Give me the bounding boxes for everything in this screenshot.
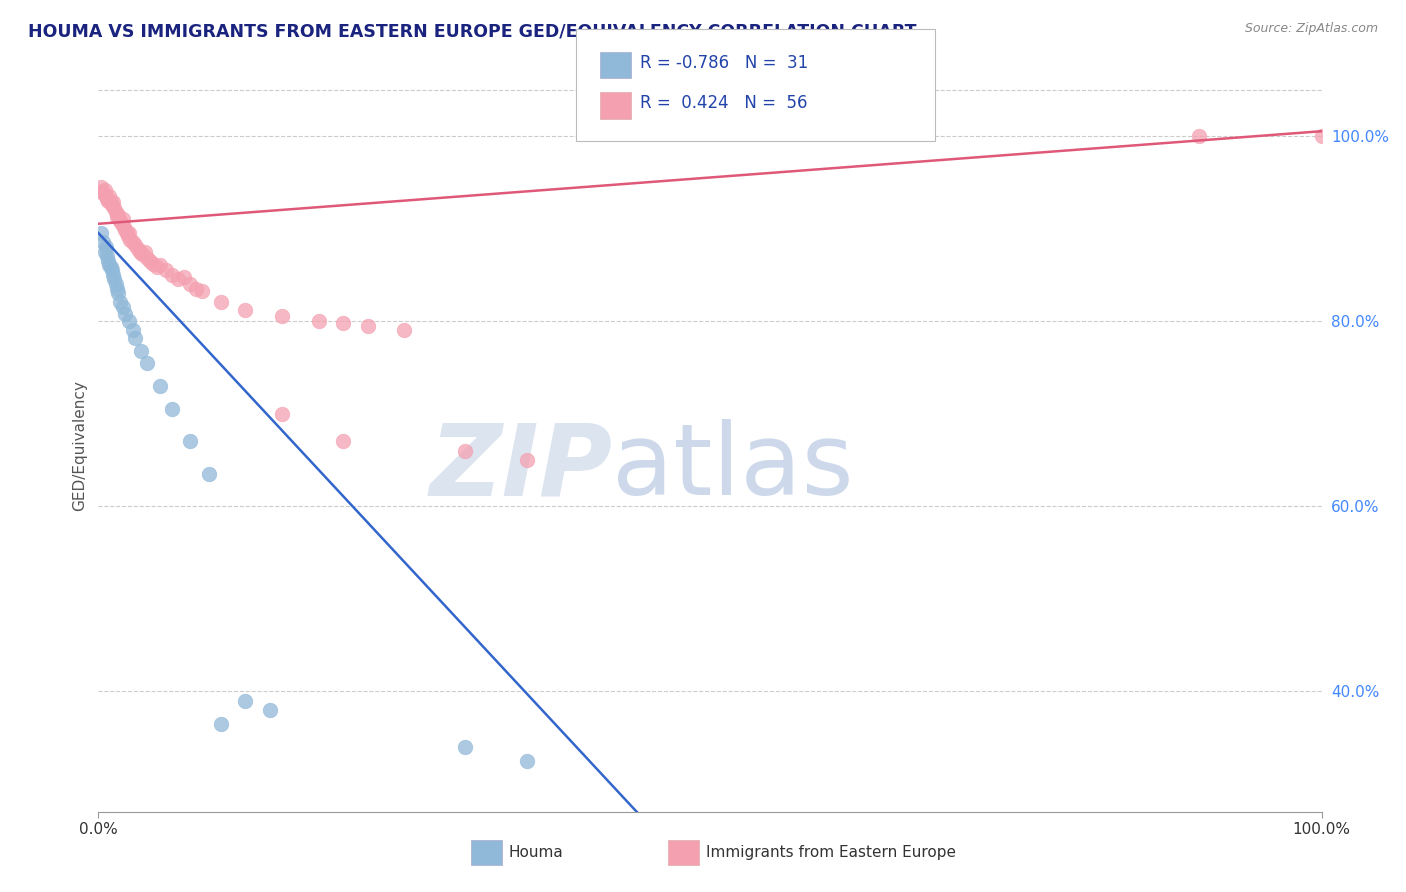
Point — [108, 212, 131, 227]
Point — [98, 189, 121, 203]
Point — [149, 259, 172, 273]
Point — [127, 242, 149, 256]
Point — [160, 268, 183, 282]
Point — [91, 185, 114, 199]
Point — [101, 263, 124, 277]
Point — [91, 235, 114, 250]
Point — [112, 219, 135, 234]
Point — [515, 754, 537, 768]
Point — [118, 226, 141, 240]
Point — [356, 318, 378, 333]
Text: Immigrants from Eastern Europe: Immigrants from Eastern Europe — [706, 846, 956, 860]
Point — [101, 198, 124, 212]
Text: HOUMA VS IMMIGRANTS FROM EASTERN EUROPE GED/EQUIVALENCY CORRELATION CHART: HOUMA VS IMMIGRANTS FROM EASTERN EUROPE … — [28, 22, 917, 40]
Point — [118, 314, 141, 328]
Point — [111, 212, 134, 227]
Point — [146, 260, 169, 275]
Text: R = -0.786   N =  31: R = -0.786 N = 31 — [640, 54, 808, 72]
Point — [107, 286, 129, 301]
Text: Houma: Houma — [509, 846, 564, 860]
Point — [110, 295, 132, 310]
Point — [94, 189, 117, 203]
Point — [93, 182, 115, 196]
Point — [90, 179, 112, 194]
Point — [120, 233, 142, 247]
Point — [197, 467, 219, 481]
Text: Source: ZipAtlas.com: Source: ZipAtlas.com — [1244, 22, 1378, 36]
Point — [124, 331, 146, 345]
Point — [103, 201, 125, 215]
Point — [392, 323, 416, 337]
Point — [114, 223, 136, 237]
Point — [114, 307, 136, 321]
Point — [142, 257, 165, 271]
Point — [97, 253, 120, 268]
Point — [115, 226, 138, 240]
Point — [124, 238, 146, 252]
Text: ZIP: ZIP — [429, 419, 612, 516]
Point — [101, 195, 124, 210]
Point — [111, 217, 134, 231]
Point — [209, 295, 232, 310]
Text: R =  0.424   N =  56: R = 0.424 N = 56 — [640, 95, 807, 112]
Point — [233, 693, 256, 707]
Point — [104, 204, 127, 219]
Y-axis label: GED/Equivalency: GED/Equivalency — [72, 381, 87, 511]
Point — [107, 208, 129, 222]
Point — [129, 343, 152, 358]
Point — [96, 249, 118, 263]
Point — [270, 407, 294, 421]
Point — [308, 314, 330, 328]
Point — [270, 310, 294, 324]
Point — [121, 235, 143, 250]
Point — [100, 260, 122, 275]
Point — [121, 323, 143, 337]
Point — [105, 282, 128, 296]
Point — [332, 434, 354, 449]
Point — [91, 186, 114, 201]
Point — [515, 453, 537, 467]
Point — [173, 269, 195, 284]
Point — [179, 434, 201, 449]
Point — [100, 195, 122, 210]
Point — [1188, 128, 1211, 143]
Point — [233, 302, 256, 317]
Point — [96, 192, 118, 206]
Point — [104, 277, 127, 291]
Point — [209, 716, 232, 731]
Point — [98, 259, 121, 273]
Point — [332, 316, 354, 330]
Point — [136, 251, 159, 265]
Point — [129, 244, 152, 259]
Point — [259, 703, 281, 717]
Point — [90, 226, 112, 240]
Point — [454, 443, 477, 458]
Point — [103, 272, 125, 286]
Point — [101, 268, 124, 282]
Point — [97, 194, 120, 208]
Point — [454, 739, 477, 754]
Point — [134, 244, 156, 259]
Point — [167, 272, 190, 286]
Point — [93, 244, 115, 259]
Point — [1310, 128, 1333, 143]
Point — [155, 263, 177, 277]
Point — [160, 401, 183, 416]
Point — [149, 379, 172, 393]
Point — [131, 247, 153, 261]
Point — [94, 240, 117, 254]
Point — [186, 282, 208, 296]
Point — [136, 356, 159, 370]
Point — [191, 285, 214, 299]
Point — [117, 228, 139, 243]
Point — [105, 211, 128, 225]
Point — [139, 253, 162, 268]
Text: atlas: atlas — [612, 419, 853, 516]
Point — [111, 300, 134, 314]
Point — [179, 277, 201, 291]
Point — [110, 214, 132, 228]
